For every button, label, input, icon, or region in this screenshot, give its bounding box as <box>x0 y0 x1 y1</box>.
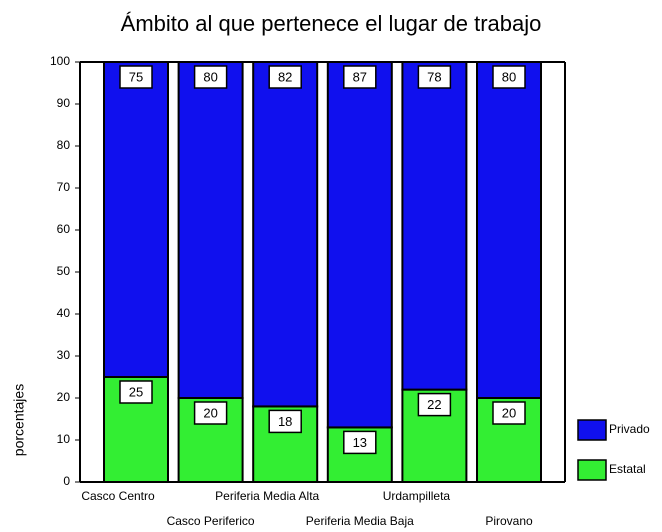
bar-segment <box>401 61 468 391</box>
y-tick-label: 0 <box>63 474 70 488</box>
value-label: 75 <box>129 69 143 84</box>
value-label-box <box>119 380 153 404</box>
bar-segment <box>177 397 244 483</box>
x-tick-label: Periferia Media Baja <box>306 514 414 528</box>
value-label: 25 <box>129 384 143 399</box>
value-label: 82 <box>278 69 292 84</box>
y-axis-label: porcentajes <box>11 384 27 456</box>
value-label-box <box>343 65 377 89</box>
value-label-box <box>417 392 452 417</box>
bar-segment <box>177 61 244 399</box>
x-tick-label: Periferia Media Alta <box>215 489 319 503</box>
chart-title: Ámbito al que pertenece el lugar de trab… <box>121 11 542 36</box>
x-tick-label: Casco Centro <box>81 489 155 503</box>
value-label-box <box>268 65 302 89</box>
bar-segment <box>252 61 319 408</box>
value-label-box <box>268 409 302 434</box>
y-tick-label: 40 <box>57 306 71 320</box>
value-label-box <box>492 401 526 425</box>
value-label-box <box>343 430 377 455</box>
y-tick-label: 10 <box>57 432 71 446</box>
y-tick-label: 20 <box>57 390 71 404</box>
value-label: 22 <box>427 397 441 412</box>
value-label-box <box>193 401 228 425</box>
y-tick-label: 30 <box>57 348 71 362</box>
value-label: 80 <box>203 69 217 84</box>
value-label: 80 <box>502 69 516 84</box>
legend-swatch <box>577 419 607 441</box>
value-label: 20 <box>203 405 217 420</box>
x-tick-label: Urdampilleta <box>383 489 451 503</box>
y-tick-label: 70 <box>57 180 71 194</box>
value-label-box <box>492 65 526 89</box>
y-tick-label: 90 <box>57 96 71 110</box>
bar-segment <box>326 61 393 429</box>
value-label-box <box>119 65 153 89</box>
value-label: 78 <box>427 69 441 84</box>
value-label-box <box>193 65 228 89</box>
y-tick-label: 50 <box>57 264 71 278</box>
y-tick-label: 100 <box>50 54 70 68</box>
legend-swatch <box>577 459 607 481</box>
y-tick-label: 80 <box>57 138 71 152</box>
y-tick-label: 60 <box>57 222 71 236</box>
legend-label: Privado <box>609 422 650 436</box>
value-label-box <box>417 65 452 89</box>
x-tick-label: Pirovano <box>485 514 533 528</box>
value-label: 18 <box>278 414 292 429</box>
x-tick-label: Casco Periferico <box>167 514 255 528</box>
value-label: 87 <box>353 69 367 84</box>
legend-label: Estatal <box>609 462 646 476</box>
bar-segment <box>103 61 169 378</box>
bar-segment <box>476 61 542 399</box>
value-label: 20 <box>502 405 516 420</box>
value-label: 13 <box>353 435 367 450</box>
